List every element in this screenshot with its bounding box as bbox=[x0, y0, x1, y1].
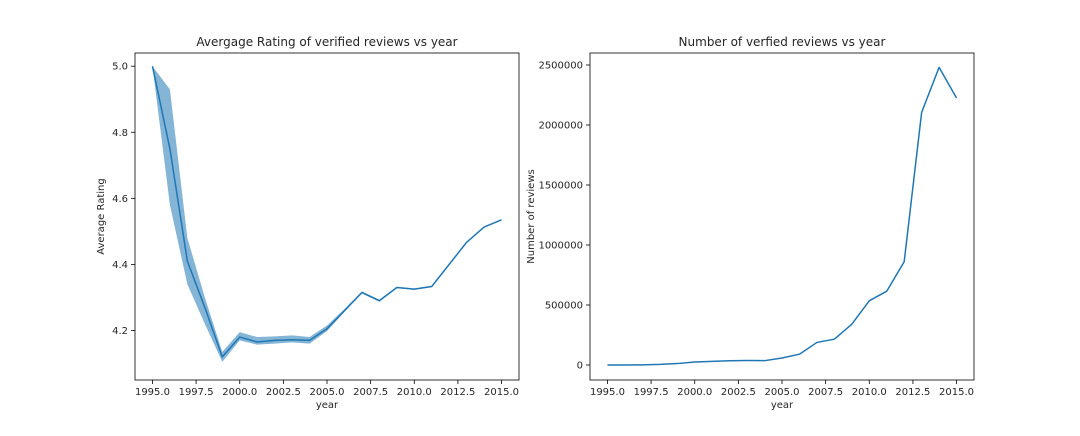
y-tick-label: 1000000 bbox=[538, 241, 583, 252]
y-tick-label: 4.8 bbox=[112, 128, 128, 139]
x-tick-label: 2010.0 bbox=[852, 387, 887, 398]
x-tick-label: 2002.5 bbox=[266, 387, 301, 398]
x-tick-label: 2015.0 bbox=[939, 387, 974, 398]
y-axis-label: Average Rating bbox=[96, 178, 107, 254]
y-tick-label: 4.4 bbox=[112, 260, 128, 271]
x-tick-label: 2007.5 bbox=[808, 387, 843, 398]
x-axis-label: year bbox=[771, 400, 794, 411]
x-tick-label: 2012.5 bbox=[895, 387, 930, 398]
x-tick-label: 1995.0 bbox=[135, 387, 170, 398]
y-tick-label: 2500000 bbox=[538, 61, 583, 72]
y-axis-label: Number of reviews bbox=[526, 169, 537, 263]
y-tick-label: 2000000 bbox=[538, 121, 583, 132]
chart-review-count: Number of verfied reviews vs year 1995.0 1… bbox=[526, 35, 975, 411]
plot-frame bbox=[589, 52, 975, 381]
y-tick-label: 500000 bbox=[545, 301, 583, 312]
x-tick-label: 2010.0 bbox=[397, 387, 432, 398]
x-tick-label: 2007.5 bbox=[353, 387, 388, 398]
x-tick-label: 2000.0 bbox=[222, 387, 257, 398]
series-line bbox=[151, 66, 502, 358]
x-tick-label: 2005.0 bbox=[310, 387, 345, 398]
y-tick-label: 1500000 bbox=[538, 181, 583, 192]
y-tick-label: 4.6 bbox=[112, 194, 128, 205]
x-tick-label: 2000.0 bbox=[677, 387, 712, 398]
chart-title: Avergage Rating of verified reviews vs y… bbox=[196, 35, 457, 49]
chart-title: Number of verfied reviews vs year bbox=[679, 35, 886, 49]
y-tick-label: 5.0 bbox=[112, 62, 128, 73]
chart-rating: Avergage Rating of verified reviews vs y… bbox=[96, 35, 520, 411]
x-tick-label: 2015.0 bbox=[484, 387, 519, 398]
x-tick-label: 2002.5 bbox=[721, 387, 756, 398]
x-tick-label: 1997.5 bbox=[179, 387, 214, 398]
x-tick-label: 1997.5 bbox=[634, 387, 669, 398]
x-tick-label: 2005.0 bbox=[765, 387, 800, 398]
series-line bbox=[607, 66, 958, 366]
y-tick-label: 0 bbox=[577, 361, 583, 372]
x-axis-label: year bbox=[316, 400, 339, 411]
x-tick-label: 1995.0 bbox=[590, 387, 625, 398]
x-tick-label: 2012.5 bbox=[440, 387, 475, 398]
plot-frame bbox=[134, 52, 520, 381]
confidence-band bbox=[152, 66, 502, 362]
y-tick-label: 4.2 bbox=[112, 326, 128, 337]
